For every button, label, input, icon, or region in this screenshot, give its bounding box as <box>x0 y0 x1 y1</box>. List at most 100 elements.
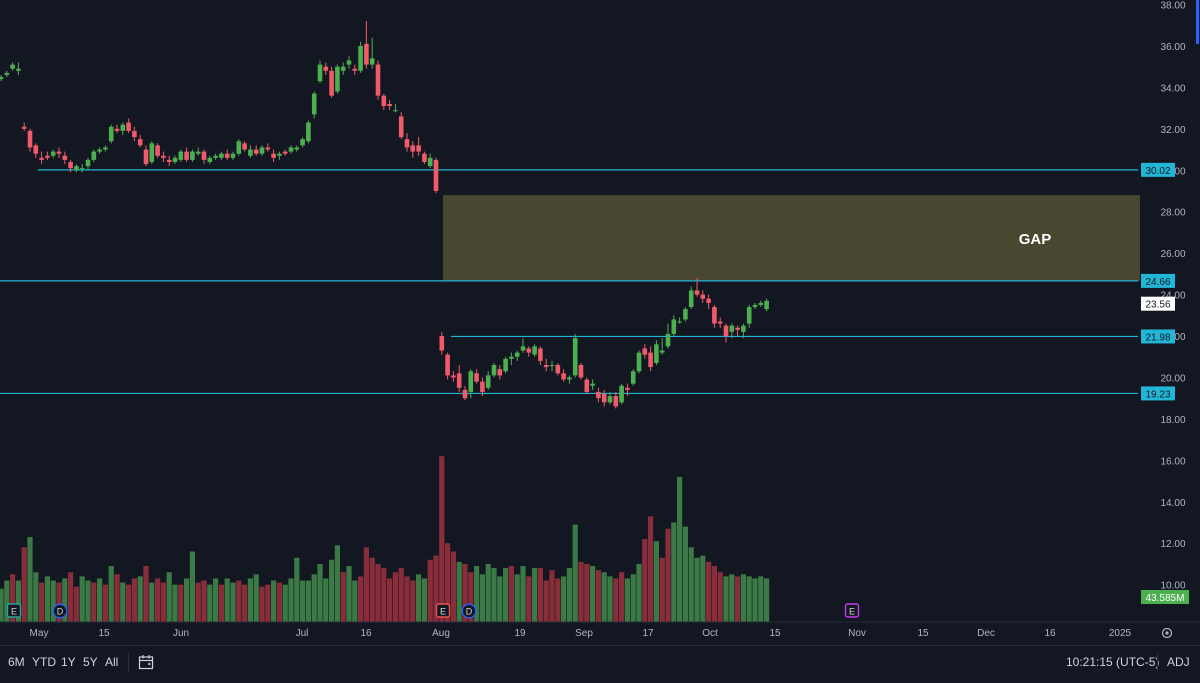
volume-bar <box>416 574 422 622</box>
candle-body <box>422 153 427 162</box>
volume-bar <box>572 524 578 622</box>
candle-body <box>398 116 404 138</box>
volume-bar <box>224 578 230 622</box>
candle-body <box>717 321 723 324</box>
range-all-button[interactable]: All <box>105 655 119 669</box>
candle-body <box>729 325 735 332</box>
candle-body <box>485 375 491 388</box>
clock-timezone[interactable]: 10:21:15 (UTC-5) <box>1066 655 1160 669</box>
candle <box>103 145 108 152</box>
volume-bar <box>39 582 45 622</box>
volume-bar <box>21 547 27 622</box>
candle <box>578 362 584 380</box>
range-ytd-button[interactable]: YTD <box>32 655 56 669</box>
price-tick: 16.00 <box>1160 456 1185 467</box>
candle <box>764 298 769 312</box>
candle-body <box>358 45 363 71</box>
range-1y-button[interactable]: 1Y <box>61 655 76 669</box>
volume-bar <box>503 568 509 622</box>
date-tick: 15 <box>769 628 781 639</box>
candle-body <box>520 346 526 351</box>
dividend-marker[interactable]: D <box>461 603 477 619</box>
candle-body <box>480 381 485 392</box>
candle <box>381 93 387 111</box>
candle <box>532 344 537 357</box>
candle-body <box>601 394 607 403</box>
volume-bar <box>711 566 717 622</box>
candle-body <box>688 290 694 308</box>
price-tick: 18.00 <box>1160 415 1185 426</box>
candle-body <box>346 60 352 65</box>
candle-body <box>764 300 769 310</box>
candle-body <box>311 93 317 115</box>
volume-bar <box>97 578 103 622</box>
candle <box>114 124 120 133</box>
candle <box>741 323 746 339</box>
candle-body <box>369 58 375 65</box>
candle-body <box>659 350 665 353</box>
candle-body <box>114 128 120 131</box>
candle <box>201 149 207 165</box>
price-tick: 28.00 <box>1160 208 1185 219</box>
volume-bar <box>126 584 132 622</box>
candle-body <box>596 391 601 399</box>
price-tick: 20.00 <box>1160 373 1185 384</box>
volume-bar <box>706 561 712 622</box>
candle-body <box>694 290 700 295</box>
candle <box>207 155 213 165</box>
candle <box>21 122 27 131</box>
candle-body <box>706 298 711 303</box>
volume-bar <box>694 557 700 622</box>
level-tag <box>1141 386 1175 401</box>
dividend-marker[interactable]: D <box>52 603 68 619</box>
candle <box>648 346 653 372</box>
candle-body <box>161 155 166 158</box>
candle-body <box>137 139 143 146</box>
candle <box>398 112 404 140</box>
volume-bar <box>636 563 642 622</box>
earnings-marker[interactable]: E <box>6 603 22 618</box>
volume-bar <box>323 578 329 622</box>
adj-toggle[interactable]: ADJ <box>1167 655 1190 669</box>
volume-bar <box>184 578 190 622</box>
candle-body <box>514 352 520 357</box>
toolbar-divider <box>1157 653 1158 673</box>
candle <box>625 383 630 397</box>
earnings-marker[interactable]: E <box>435 603 451 618</box>
candle-body <box>387 103 392 107</box>
candle <box>126 118 131 133</box>
earnings-marker[interactable]: E <box>844 603 860 618</box>
range-6m-button[interactable]: 6M <box>8 655 25 669</box>
volume-bar <box>33 572 39 622</box>
volume-bar <box>410 580 416 622</box>
candle-body <box>665 333 671 347</box>
date-tick: Oct <box>702 628 718 639</box>
volume-bar <box>677 476 683 622</box>
candle-body <box>607 396 613 403</box>
candle <box>642 344 648 359</box>
candle <box>277 151 282 160</box>
price-chart[interactable]: GAP 38.0036.0034.0032.0030.0028.0026.002… <box>0 0 1200 645</box>
volume-bar <box>613 578 619 622</box>
volume-bar <box>398 568 404 622</box>
candle-body <box>503 358 508 372</box>
volume-bar <box>555 578 561 622</box>
candle <box>607 391 613 405</box>
volume-bar <box>143 566 149 622</box>
scrollbar-thumb <box>1196 0 1199 44</box>
candle-body <box>10 64 15 69</box>
range-5y-button[interactable]: 5Y <box>83 655 98 669</box>
volume-bar <box>561 576 567 622</box>
volume-bar <box>363 547 369 622</box>
candle <box>137 135 143 148</box>
candle <box>294 145 300 152</box>
bottom-toolbar: 6M YTD 1Y 5Y All 10:21:15 (UTC-5) ADJ <box>0 645 1200 683</box>
calendar-icon[interactable] <box>138 654 154 670</box>
candle <box>665 323 671 349</box>
candle-body <box>323 66 329 71</box>
volume-bar <box>659 557 665 622</box>
candle-body <box>712 307 717 324</box>
candle-body <box>248 149 253 156</box>
candle-body <box>340 66 346 71</box>
